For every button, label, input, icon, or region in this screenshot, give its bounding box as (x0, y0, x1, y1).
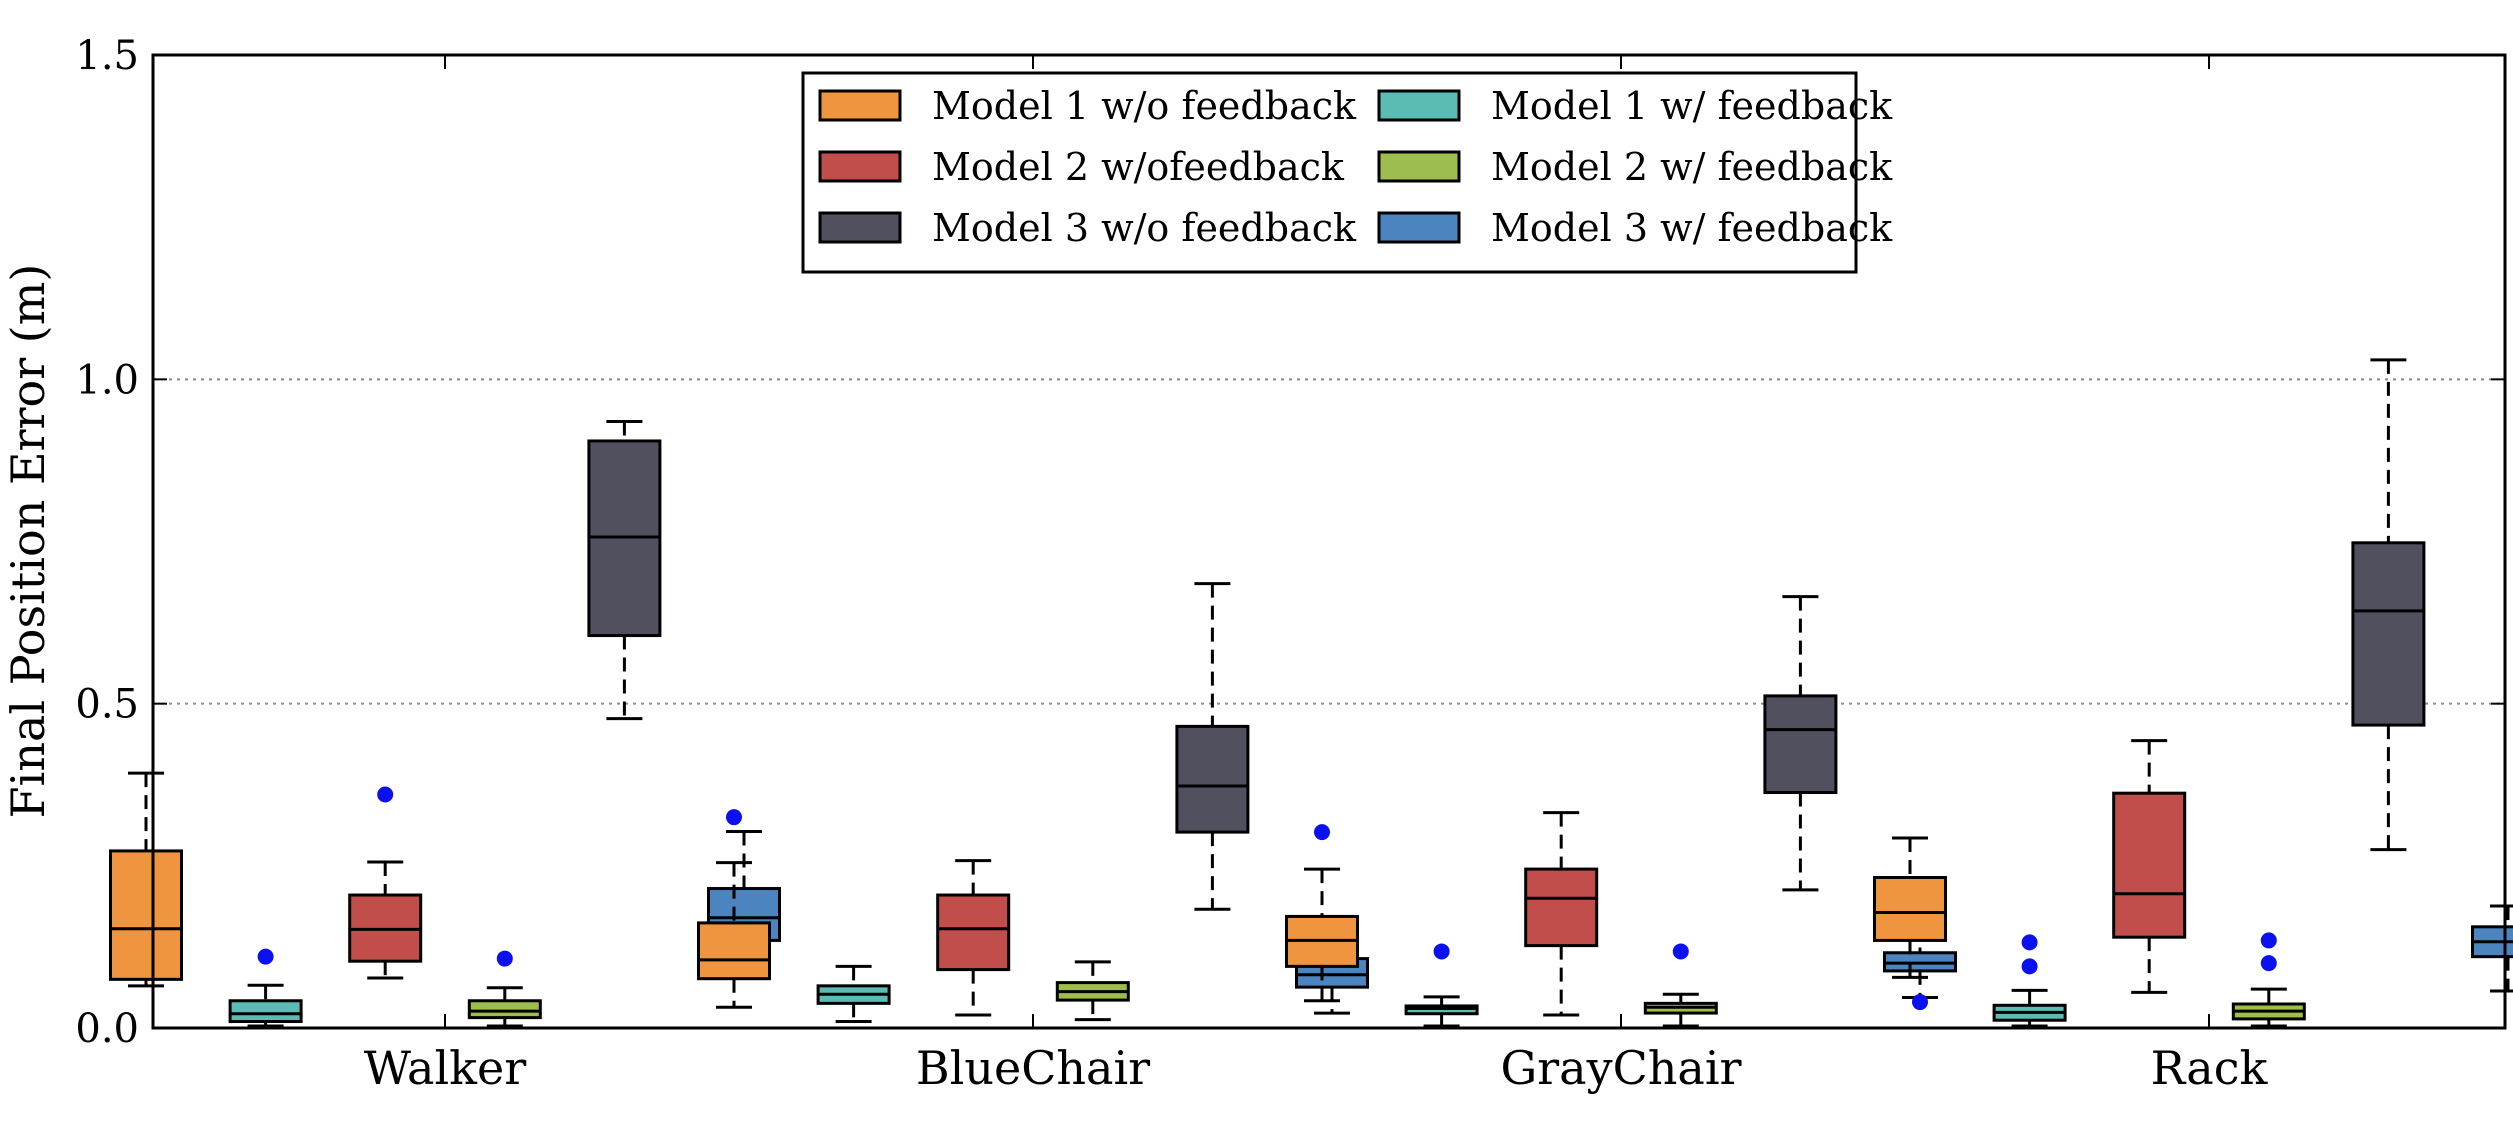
box-group (587, 419, 662, 721)
outlier-point (2021, 934, 2038, 951)
box (1175, 724, 1250, 834)
y-tick-label: 1.0 (75, 357, 139, 403)
box-group (109, 771, 183, 988)
legend-label: Model 2 w/ofeedback (932, 145, 1345, 189)
box-group (228, 948, 303, 1028)
box-group (1524, 811, 1599, 1017)
box (1524, 867, 1599, 948)
box (1873, 876, 1947, 942)
x-tick-label: GrayChair (1500, 1041, 1741, 1095)
box (467, 999, 542, 1020)
box (936, 893, 1011, 972)
legend: Model 1 w/o feedback Model 2 w/ofeedback M… (801, 71, 1893, 274)
legend-frame (801, 71, 1858, 274)
grid-lines (153, 378, 2505, 705)
box-group (1175, 582, 1250, 911)
x-tick-label: Rack (2151, 1041, 2269, 1095)
box-group (2231, 932, 2306, 1028)
y-axis: 0.0 0.5 1.0 1.5 (75, 33, 2505, 1052)
box-group (467, 950, 542, 1028)
box-group (1643, 943, 1718, 1028)
x-tick-label: Walker (364, 1041, 527, 1095)
outlier-point (1314, 824, 1330, 841)
plot-frame (151, 53, 2507, 1030)
legend-swatch (1377, 211, 1461, 244)
outlier-point (257, 948, 274, 965)
box (228, 999, 303, 1024)
outlier-point (1672, 943, 1689, 960)
y-tick-label: 0.5 (75, 682, 139, 728)
box-group (1873, 836, 1947, 979)
box-group (2112, 739, 2187, 994)
legend-label: Model 3 w/o feedback (932, 206, 1357, 250)
x-tick-label: BlueChair (916, 1041, 1150, 1095)
box-group (816, 964, 891, 1024)
x-axis: Walker BlueChair GrayChair Rack (364, 55, 2269, 1095)
legend-swatch (1377, 89, 1461, 122)
outlier-point (2260, 932, 2277, 949)
legend-swatch (818, 211, 902, 244)
box (2112, 791, 2187, 939)
legend-label: Model 1 w/o feedback (932, 84, 1357, 128)
box-group (1285, 824, 1359, 1003)
box-group (2351, 358, 2426, 852)
legend-label: Model 1 w/ feedback (1491, 84, 1893, 128)
legend-label: Model 3 w/ feedback (1491, 206, 1893, 250)
outlier-point (2260, 955, 2277, 972)
box-group (936, 859, 1011, 1017)
outlier-point (377, 786, 394, 803)
legend-swatch (818, 150, 902, 183)
box-group (1763, 595, 1838, 892)
box (2351, 541, 2426, 727)
box-group (1404, 943, 1479, 1028)
legend-swatch (1377, 150, 1461, 183)
y-tick-label: 0.0 (75, 1006, 139, 1052)
box (1763, 694, 1838, 795)
box-series (109, 358, 2513, 1028)
y-tick-label: 1.5 (75, 33, 139, 79)
box-group (1992, 934, 2067, 1028)
box-group (697, 809, 771, 1009)
box-group (348, 786, 423, 980)
outlier-point (496, 950, 513, 967)
outlier-point (726, 809, 742, 826)
legend-label: Model 2 w/ feedback (1491, 145, 1893, 189)
box-group (1055, 960, 1130, 1022)
outlier-point (1433, 943, 1450, 960)
y-axis-label: Final Position Error (m) (1, 264, 55, 819)
box (109, 849, 183, 981)
outlier-point (2021, 958, 2038, 975)
outlier-point (1912, 994, 1928, 1011)
box (697, 921, 771, 981)
legend-swatch (818, 89, 902, 122)
